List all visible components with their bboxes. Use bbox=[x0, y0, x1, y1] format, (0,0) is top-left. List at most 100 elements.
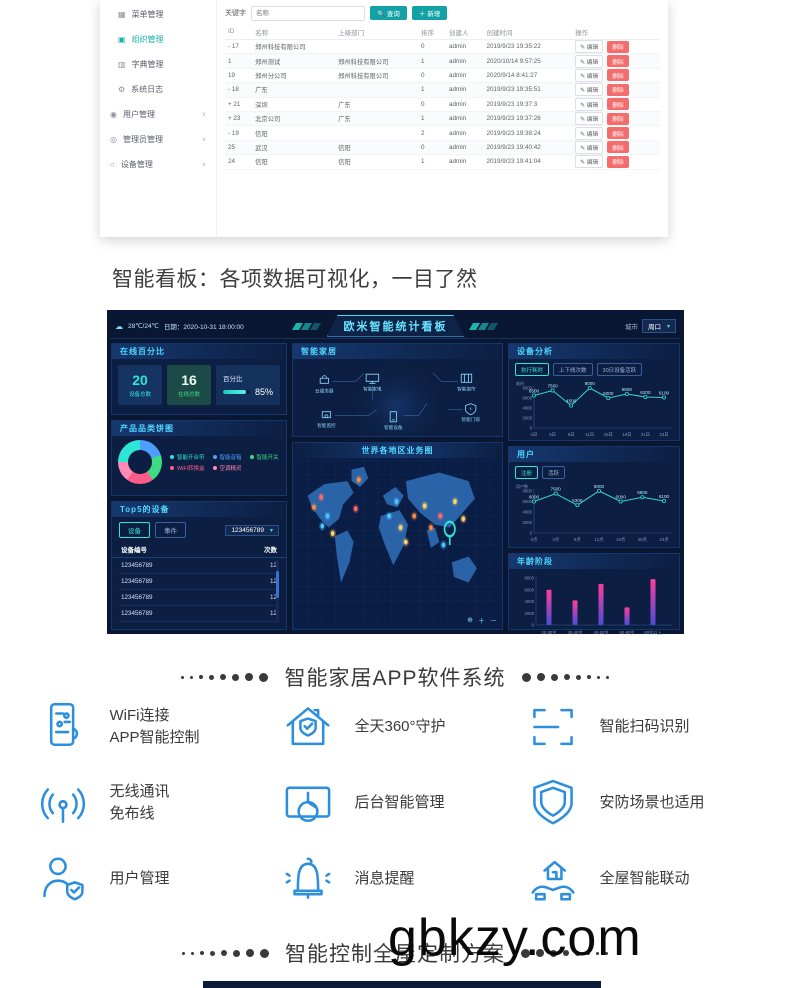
device-id-select[interactable]: 123456789 ▾ bbox=[225, 524, 279, 536]
search-button[interactable]: 🔍 查询 bbox=[370, 6, 407, 20]
top5-table-header: 设备编号 次数 bbox=[112, 541, 286, 558]
device-analysis-tab-1[interactable]: 执行耗时 bbox=[515, 363, 550, 376]
svg-text:23日: 23日 bbox=[659, 432, 668, 438]
edit-button[interactable]: ✎ 编辑 bbox=[575, 97, 604, 111]
map-zoom-in-button[interactable]: ＋ bbox=[478, 618, 485, 625]
scrollbar[interactable] bbox=[276, 560, 279, 621]
table-cell: 2019/9/23 19:41:04 bbox=[483, 154, 573, 170]
users-panel: 用户 注册 活跃 0 2000 4000 6000 8000 用户数 0点 4点 8点 12点 16点… bbox=[508, 446, 680, 548]
admin-panel: ▦ 菜单管理 ▣ 组织管理 ▥ 字典管理 ⚙ 系统日志 ◉ 用户管理 ∨ ◎ 管理员管理 ∨ ○ 设备管理 ∨ … bbox=[100, 0, 668, 237]
table-cell: admin bbox=[445, 68, 484, 84]
table-cell: admin bbox=[445, 82, 484, 98]
delete-button[interactable]: 删除 bbox=[607, 40, 629, 53]
kanban-caption: 智能看板：各项数据可视化，一目了然 bbox=[112, 268, 478, 291]
device-analysis-tab-2[interactable]: 上下线次数 bbox=[553, 363, 593, 376]
delete-button[interactable]: 删除 bbox=[607, 141, 629, 154]
table-cell: 信阳 bbox=[335, 154, 418, 170]
svg-text:7500: 7500 bbox=[547, 383, 558, 388]
add-button[interactable]: ＋ 新增 bbox=[411, 6, 448, 20]
svg-text:8000: 8000 bbox=[522, 489, 532, 494]
features-title-row: 智能家居APP软件系统 bbox=[0, 662, 790, 692]
users-tab-1[interactable]: 注册 bbox=[515, 466, 539, 479]
table-row: - 19 信阳 2 admin 2019/9/23 19:38:24 ✎ 编辑 删除 bbox=[225, 125, 660, 141]
table-cell: 1 bbox=[418, 53, 446, 69]
footer-title-row: 智能控制全屋定制方案 bbox=[0, 938, 790, 968]
table-cell: 2019/9/23 19:37:3 bbox=[483, 97, 573, 112]
sidebar-item[interactable]: ▦ 菜单管理 bbox=[100, 2, 216, 27]
sidebar-item[interactable]: ○ 设备管理 ∨ bbox=[100, 152, 216, 177]
edit-button[interactable]: ✎ 编辑 bbox=[575, 40, 604, 54]
users-tab-2[interactable]: 活跃 bbox=[542, 466, 566, 479]
edit-button[interactable]: ✎ 编辑 bbox=[575, 54, 604, 68]
table-cell: 广东 bbox=[335, 97, 418, 112]
edit-button[interactable]: ✎ 编辑 bbox=[575, 68, 604, 82]
map-zoom-out-button[interactable]: － bbox=[490, 618, 497, 625]
sidebar-item[interactable]: ◉ 用户管理 ∨ bbox=[100, 102, 216, 127]
legend-label: WiFi转换盒 bbox=[177, 465, 205, 472]
org-icon: ▣ bbox=[118, 35, 126, 44]
delete-button[interactable]: 删除 bbox=[607, 155, 629, 168]
map-locate-button[interactable]: ⊕ bbox=[467, 617, 473, 624]
sidebar-item-label: 管理员管理 bbox=[122, 135, 163, 144]
delete-button[interactable]: 删除 bbox=[607, 98, 629, 111]
device-analysis-tab-3[interactable]: 30日设备活跃 bbox=[596, 363, 643, 376]
city-label: 城市 bbox=[624, 324, 638, 331]
sidebar-item[interactable]: ⚙ 系统日志 bbox=[100, 77, 216, 102]
sidebar-item-label: 菜单管理 bbox=[131, 10, 164, 19]
top5-tab-1[interactable]: 设备 bbox=[119, 522, 150, 538]
top5-tab-2[interactable]: 事件 bbox=[155, 522, 186, 538]
svg-text:12点: 12点 bbox=[594, 537, 604, 543]
wireless-icon bbox=[40, 788, 85, 823]
features-row: 无线通讯 免布线 后台智能管理 安防场景也适用 bbox=[0, 776, 790, 830]
keyword-input[interactable] bbox=[251, 5, 365, 21]
weather-temp: 28℃/24℃ bbox=[128, 323, 159, 330]
panel-title: 年龄阶段 bbox=[509, 554, 679, 569]
edit-button[interactable]: ✎ 编辑 bbox=[575, 112, 604, 126]
device-count: 12 bbox=[269, 578, 277, 585]
sidebar-item[interactable]: ◎ 管理员管理 ∨ bbox=[100, 127, 216, 152]
dots-left-decoration bbox=[181, 672, 269, 682]
edit-button[interactable]: ✎ 编辑 bbox=[575, 126, 604, 140]
age-panel: 年龄阶段 0 2000 4000 6000 8000 20-30岁 30-40岁 40-50岁… bbox=[508, 553, 680, 636]
house-shield-icon bbox=[285, 707, 330, 746]
legend-dot-icon bbox=[170, 454, 174, 459]
svg-text:24点: 24点 bbox=[659, 537, 669, 543]
svg-text:0点: 0点 bbox=[531, 537, 538, 543]
sidebar-item[interactable]: ▥ 字典管理 bbox=[100, 52, 216, 77]
table-cell: 25 bbox=[225, 140, 253, 156]
table-cell: 郑州科技有限公司 bbox=[252, 39, 336, 55]
edit-button[interactable]: ✎ 编辑 bbox=[575, 140, 604, 154]
table-row: 19 郑州分公司 郑州科技有限公司 0 admin 2020/9/14 8:41:27 ✎ … bbox=[225, 68, 660, 84]
edit-button[interactable]: ✎ 编辑 bbox=[575, 155, 604, 169]
table-row: - 18 广东 1 admin 2019/9/23 19:35:51 ✎ 编辑 删除 bbox=[225, 82, 660, 98]
svg-text:6800: 6800 bbox=[637, 490, 648, 495]
panel-title: 用户 bbox=[509, 447, 679, 462]
sidebar-item-label: 组织管理 bbox=[131, 35, 164, 44]
progress-fill bbox=[223, 390, 246, 394]
age-chart: 0 2000 4000 6000 8000 20-30岁 30-40岁 40-50岁 50-60… bbox=[524, 576, 672, 636]
delete-button[interactable]: 删除 bbox=[607, 112, 629, 125]
features-grid: WiFi连接 APP智能控制 全天360°守护 智能扫码识别 无线通讯 免布线 后台智能管理… bbox=[0, 700, 790, 928]
scrollbar-thumb[interactable] bbox=[276, 570, 279, 599]
delete-button[interactable]: 删除 bbox=[607, 55, 629, 68]
panel-title: 设备分析 bbox=[509, 344, 679, 359]
delete-button[interactable]: 删除 bbox=[607, 127, 629, 140]
top5-devices-panel: Top5的设备 设备 事件 123456789 ▾ 设备编号 次数 12345678… bbox=[111, 501, 287, 630]
sidebar-item-label: 字典管理 bbox=[131, 60, 164, 69]
sidebar-item[interactable]: ▣ 组织管理 bbox=[100, 27, 216, 52]
delete-button[interactable]: 删除 bbox=[607, 83, 629, 96]
svg-text:6500: 6500 bbox=[529, 388, 540, 393]
legend-label: 智能开关 bbox=[256, 454, 279, 461]
sidebar-item-label: 用户管理 bbox=[122, 110, 155, 119]
delete-button[interactable]: 删除 bbox=[607, 69, 629, 82]
svg-text:6100: 6100 bbox=[659, 390, 670, 395]
city-select[interactable]: 周口 ▾ bbox=[641, 319, 676, 333]
edit-button[interactable]: ✎ 编辑 bbox=[575, 83, 604, 97]
table-cell: - 18 bbox=[225, 82, 253, 98]
legend-dot-icon bbox=[212, 454, 217, 459]
